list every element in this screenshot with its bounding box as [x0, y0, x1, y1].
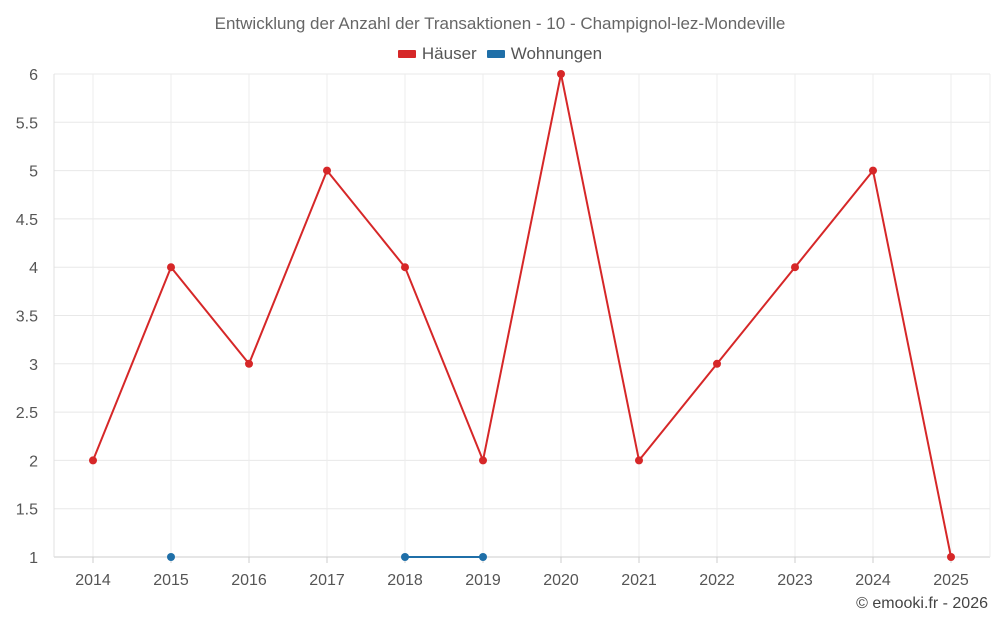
y-tick-label: 1	[29, 550, 38, 567]
data-point-haeuser	[869, 166, 877, 175]
x-tick-label: 2025	[933, 572, 969, 589]
series-line-haeuser	[92, 73, 952, 558]
data-point-haeuser	[401, 263, 409, 272]
legend-label-wohnungen: Wohnungen	[510, 44, 603, 63]
y-tick-label: 4	[29, 260, 38, 277]
y-tick-label: 3	[29, 357, 38, 374]
data-point-haeuser	[323, 166, 331, 175]
chart-title: Entwicklung der Anzahl der Transaktionen…	[214, 14, 786, 33]
y-tick-label: 1.5	[16, 502, 38, 519]
data-point-haeuser	[167, 263, 175, 272]
y-tick-label: 2	[29, 453, 38, 470]
x-tick-label: 2023	[777, 572, 813, 589]
data-point-haeuser	[635, 456, 643, 465]
x-tick-label: 2022	[699, 572, 735, 589]
y-tick-label: 3.5	[16, 309, 38, 326]
data-point-haeuser	[791, 263, 799, 272]
legend-item-haeuser[interactable]: Häuser	[397, 44, 477, 64]
credit-text: © emooki.fr - 2026	[856, 595, 988, 612]
data-point-haeuser	[479, 456, 487, 465]
y-tick-label: 5.5	[16, 115, 38, 132]
data-point-haeuser	[89, 456, 97, 465]
x-tick-label: 2017	[309, 572, 345, 589]
data-point-haeuser	[557, 70, 565, 78]
y-tick-label: 5	[29, 164, 38, 181]
data-point-haeuser	[947, 553, 955, 561]
data-point-wohnungen	[167, 553, 175, 561]
x-tick-label: 2018	[387, 572, 423, 589]
x-tick-label: 2015	[153, 572, 189, 589]
legend-swatch-haeuser	[397, 50, 416, 58]
data-point-haeuser	[713, 359, 721, 368]
y-tick-label: 2.5	[16, 405, 38, 422]
data-point-wohnungen	[401, 553, 409, 561]
x-tick-label: 2014	[75, 572, 111, 589]
legend-label-haeuser: Häuser	[421, 44, 477, 63]
legend-item-wohnungen[interactable]: Wohnungen	[486, 44, 603, 64]
y-tick-label: 4.5	[16, 212, 38, 229]
x-tick-label: 2020	[543, 572, 579, 589]
x-tick-label: 2021	[621, 572, 657, 589]
x-tick-label: 2016	[231, 572, 267, 589]
x-tick-label: 2019	[465, 572, 501, 589]
x-tick-label: 2024	[855, 572, 891, 589]
data-point-wohnungen	[479, 553, 487, 561]
y-tick-label: 6	[29, 67, 38, 84]
legend-swatch-wohnungen	[486, 50, 505, 58]
data-point-haeuser	[245, 359, 253, 368]
legend: Häuser Wohnungen	[0, 44, 1000, 64]
